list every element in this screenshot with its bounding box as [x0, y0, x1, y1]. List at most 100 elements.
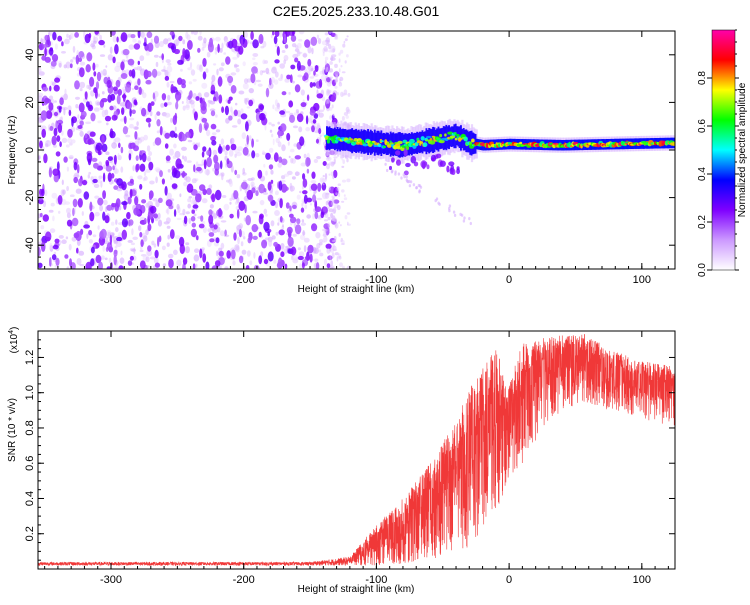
noise-blob [161, 53, 164, 61]
signal-core [374, 142, 378, 146]
noise-blob [193, 144, 198, 151]
noise-blob [140, 239, 144, 248]
noise-blob [211, 193, 216, 203]
noise-speck [110, 221, 115, 226]
signal-streak-speck [463, 216, 466, 220]
signal-drift-blob [410, 155, 417, 164]
noise-blob [76, 247, 79, 254]
noise-blob [159, 125, 163, 136]
signal-body-cell [472, 132, 474, 155]
signal-core [389, 140, 392, 143]
noise-speck [166, 81, 170, 88]
noise-speck [61, 51, 66, 54]
noise-blob [200, 215, 204, 222]
noise-speck [72, 56, 77, 60]
noise-blob [92, 62, 96, 71]
noise-speck [159, 40, 165, 48]
noise-blob [302, 190, 308, 195]
signal-drift-blob [435, 153, 442, 159]
noise-blob [139, 231, 143, 238]
noise-speck [128, 44, 135, 50]
noise-blob [158, 197, 163, 203]
noise-blob [109, 105, 114, 111]
noise-speck [76, 258, 82, 265]
noise-blob [247, 237, 252, 244]
noise-blob [272, 31, 275, 36]
noise-speck [270, 220, 275, 227]
noise-blob [82, 179, 88, 186]
noise-blob [111, 173, 115, 179]
spectrogram-y-tick-label: -40 [24, 237, 36, 253]
noise-blob [198, 123, 203, 134]
noise-blob [56, 119, 64, 125]
noise-speck [233, 63, 238, 69]
noise-speck [153, 54, 159, 58]
noise-speck [103, 44, 106, 48]
noise-tail-speck [328, 186, 331, 191]
noise-blob [228, 96, 233, 101]
signal-core [444, 133, 447, 137]
noise-speck [291, 43, 297, 48]
noise-speck [119, 102, 126, 107]
noise-speck [312, 213, 316, 220]
noise-speck [270, 169, 274, 175]
noise-blob [242, 146, 249, 156]
noise-blob [292, 204, 297, 209]
noise-speck [310, 68, 314, 71]
noise-blob [39, 140, 43, 149]
noise-speck [291, 255, 294, 261]
signal-drift-blob [395, 150, 401, 156]
noise-speck [228, 149, 234, 157]
noise-blob [221, 106, 225, 113]
noise-blob [195, 193, 202, 203]
noise-speck [38, 67, 42, 73]
noise-tail-speck [346, 178, 351, 183]
noise-blob [226, 250, 231, 259]
snr-plot-area [38, 334, 675, 567]
noise-speck [49, 242, 53, 250]
noise-speck [78, 250, 85, 256]
noise-tail-speck [331, 195, 336, 199]
noise-speck [40, 225, 45, 230]
noise-speck [58, 62, 62, 68]
noise-blob [116, 94, 121, 105]
noise-blob [95, 81, 100, 90]
noise-speck [48, 95, 54, 100]
signal-core [658, 142, 663, 147]
noise-blob [134, 85, 139, 90]
noise-blob [182, 48, 186, 58]
noise-blob [245, 265, 250, 269]
noise-speck [293, 112, 297, 116]
noise-speck [300, 162, 307, 167]
noise-blob [299, 136, 305, 147]
signal-core [419, 141, 424, 144]
signal-drift-blob [405, 162, 411, 168]
noise-speck [252, 62, 258, 66]
noise-blob [106, 204, 113, 211]
noise-speck [287, 141, 290, 146]
noise-speck [311, 47, 314, 55]
noise-blob [105, 159, 109, 166]
noise-speck [224, 155, 228, 161]
noise-speck [292, 233, 297, 237]
signal-body-cell [380, 130, 383, 156]
noise-speck [224, 266, 229, 269]
noise-blob [251, 187, 256, 194]
noise-tail-speck [341, 71, 346, 74]
noise-speck [274, 190, 279, 196]
noise-blob [73, 161, 78, 171]
noise-speck [242, 83, 249, 90]
noise-blob [217, 76, 223, 87]
noise-speck [298, 31, 305, 35]
noise-blob [53, 111, 59, 117]
noise-speck [301, 219, 305, 223]
noise-speck [280, 243, 285, 250]
noise-blob [241, 181, 248, 190]
snr-y-exponent: (x104) [8, 327, 20, 354]
noise-blob [283, 37, 287, 44]
noise-speck [281, 50, 286, 53]
noise-speck [296, 194, 301, 200]
noise-blob [178, 35, 183, 42]
